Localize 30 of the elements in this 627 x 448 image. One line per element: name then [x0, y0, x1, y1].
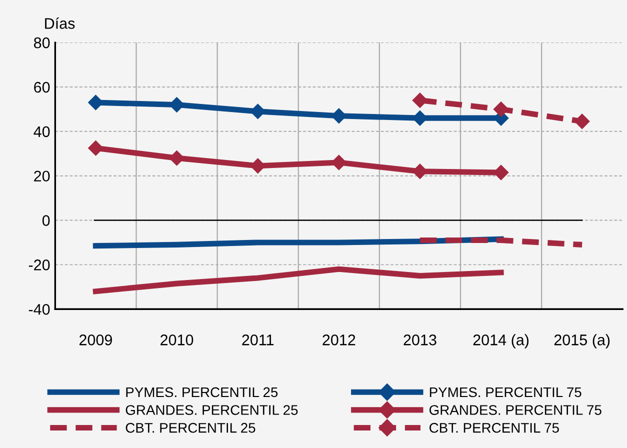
x-tick-label: 2015 (a)	[554, 334, 610, 348]
y-tick-label: 20	[34, 170, 50, 182]
x-tick-label: 2012	[322, 334, 356, 346]
legend-label: GRANDES. PERCENTIL 25	[126, 405, 298, 415]
x-tick-label: 2011	[242, 334, 274, 346]
y-tick-label: 40	[34, 126, 50, 138]
x-tick-label: 2010	[160, 334, 194, 346]
x-tick-label: 2009	[79, 334, 112, 346]
point	[574, 114, 590, 129]
point	[88, 140, 104, 156]
y-axis-title: Días	[45, 17, 75, 29]
y-tick-label: -20	[28, 260, 50, 270]
point	[250, 158, 266, 174]
x-tick-label: 2014 (a)	[473, 334, 529, 348]
legend-label: PYMES. PERCENTIL 25	[126, 387, 278, 398]
y-tick-label: 60	[34, 82, 50, 93]
legend-label: CBT. PERCENTIL 25	[126, 422, 256, 433]
point	[250, 104, 266, 119]
y-tick-label: 80	[34, 37, 50, 48]
point	[331, 108, 346, 124]
legend-label: PYMES. PERCENTIL 75	[430, 387, 582, 398]
point	[412, 92, 428, 108]
y-tick-label: 0	[42, 215, 50, 226]
point	[493, 102, 509, 117]
y-tick-label: -40	[28, 304, 50, 315]
x-tick-label: 2013	[404, 334, 436, 346]
legend-label: CBT. PERCENTIL 75	[430, 422, 559, 433]
point	[169, 150, 184, 166]
point	[169, 97, 184, 112]
legend-label: GRANDES. PERCENTIL 75	[430, 405, 602, 415]
